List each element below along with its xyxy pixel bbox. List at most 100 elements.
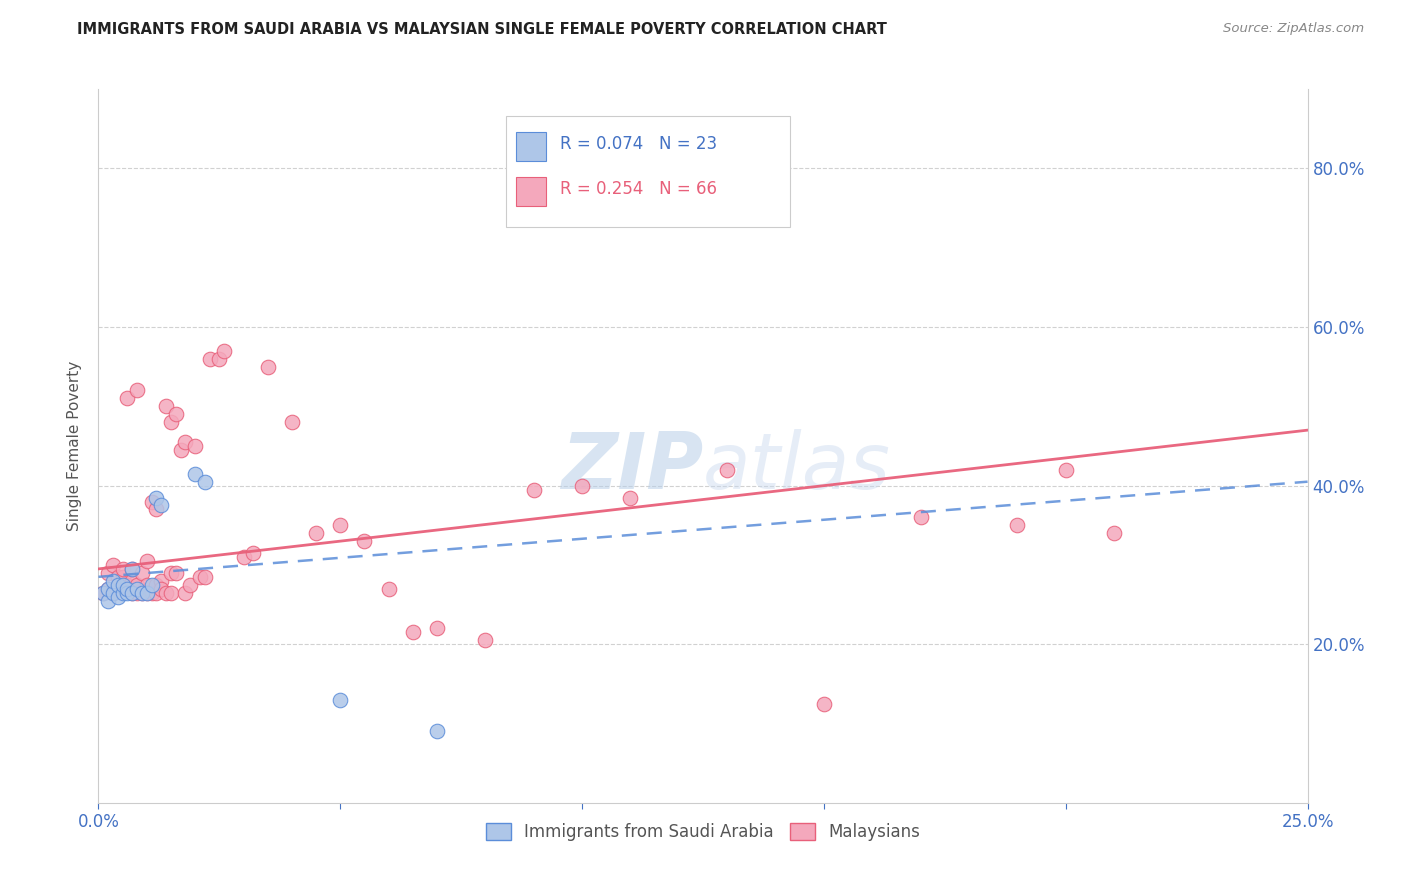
Point (184, 467, 207, 481)
Point (329, 692, 352, 706)
Point (101, 558, 124, 572)
FancyBboxPatch shape (506, 116, 790, 227)
Point (127, 578, 149, 592)
Point (194, 570, 217, 584)
Point (111, 562, 134, 576)
Point (165, 566, 187, 580)
Point (107, 590, 129, 604)
Point (169, 442, 191, 457)
Point (150, 574, 173, 588)
Text: IMMIGRANTS FROM SAUDI ARABIA VS MALAYSIAN SINGLE FEMALE POVERTY CORRELATION CHAR: IMMIGRANTS FROM SAUDI ARABIA VS MALAYSIA… (77, 22, 887, 37)
Point (426, 621, 449, 635)
Point (97, 566, 120, 580)
Point (402, 625, 425, 640)
Text: ZIP: ZIP (561, 429, 703, 506)
Point (813, 697, 835, 711)
Point (174, 585, 197, 599)
Point (145, 578, 167, 592)
Point (121, 585, 143, 599)
Point (117, 578, 139, 592)
Point (121, 562, 143, 576)
Legend: Immigrants from Saudi Arabia, Malaysians: Immigrants from Saudi Arabia, Malaysians (479, 816, 927, 848)
Point (131, 585, 153, 599)
Point (145, 502, 167, 516)
Point (150, 582, 173, 596)
Point (329, 518, 352, 533)
Point (127, 582, 149, 596)
Point (165, 407, 187, 421)
Point (619, 491, 641, 505)
Point (91, 585, 114, 599)
Point (377, 582, 399, 596)
Point (910, 510, 932, 524)
Point (141, 578, 163, 592)
Point (127, 585, 149, 599)
Point (1102, 526, 1125, 541)
Text: Source: ZipAtlas.com: Source: ZipAtlas.com (1223, 22, 1364, 36)
Point (117, 585, 139, 599)
Point (91, 585, 114, 599)
Text: R = 0.254   N = 66: R = 0.254 N = 66 (561, 180, 717, 198)
Point (101, 574, 124, 588)
Point (208, 351, 231, 366)
Point (256, 359, 278, 374)
Point (242, 546, 264, 560)
Point (160, 415, 183, 429)
Point (121, 574, 143, 588)
Point (111, 578, 134, 592)
Point (150, 499, 173, 513)
Point (571, 478, 593, 492)
Point (101, 585, 124, 599)
Point (212, 343, 235, 358)
Point (1007, 518, 1029, 533)
Point (97, 582, 120, 596)
Point (117, 392, 139, 406)
Point (716, 463, 738, 477)
Point (145, 491, 167, 505)
Point (135, 578, 157, 592)
Point (111, 585, 134, 599)
Point (141, 494, 163, 508)
Point (160, 585, 183, 599)
Point (174, 435, 197, 450)
Point (184, 439, 207, 453)
Point (117, 582, 139, 596)
Point (353, 534, 375, 549)
Point (179, 578, 201, 592)
Point (305, 526, 328, 541)
Point (135, 585, 157, 599)
Bar (516, 132, 546, 161)
Point (155, 585, 177, 599)
Point (135, 554, 157, 568)
Point (1054, 463, 1077, 477)
Point (101, 585, 124, 599)
Point (97, 582, 120, 596)
Text: R = 0.074   N = 23: R = 0.074 N = 23 (561, 136, 717, 153)
Point (107, 578, 129, 592)
Point (121, 562, 143, 576)
Point (111, 570, 134, 584)
Point (131, 585, 153, 599)
Point (281, 415, 304, 429)
Point (131, 566, 153, 580)
Y-axis label: Single Female Poverty: Single Female Poverty (67, 361, 83, 531)
Point (107, 570, 129, 584)
Point (145, 585, 167, 599)
Point (474, 633, 496, 648)
Point (188, 570, 211, 584)
Point (121, 585, 143, 599)
Point (97, 593, 120, 607)
Point (523, 483, 546, 497)
Point (232, 549, 254, 564)
Point (198, 351, 221, 366)
Point (141, 585, 163, 599)
Text: atlas: atlas (703, 429, 891, 506)
Bar (516, 177, 546, 205)
Point (127, 384, 149, 398)
Point (160, 566, 183, 580)
Point (107, 582, 129, 596)
Point (426, 724, 449, 739)
Point (135, 585, 157, 599)
Point (155, 400, 177, 414)
Point (194, 475, 217, 489)
